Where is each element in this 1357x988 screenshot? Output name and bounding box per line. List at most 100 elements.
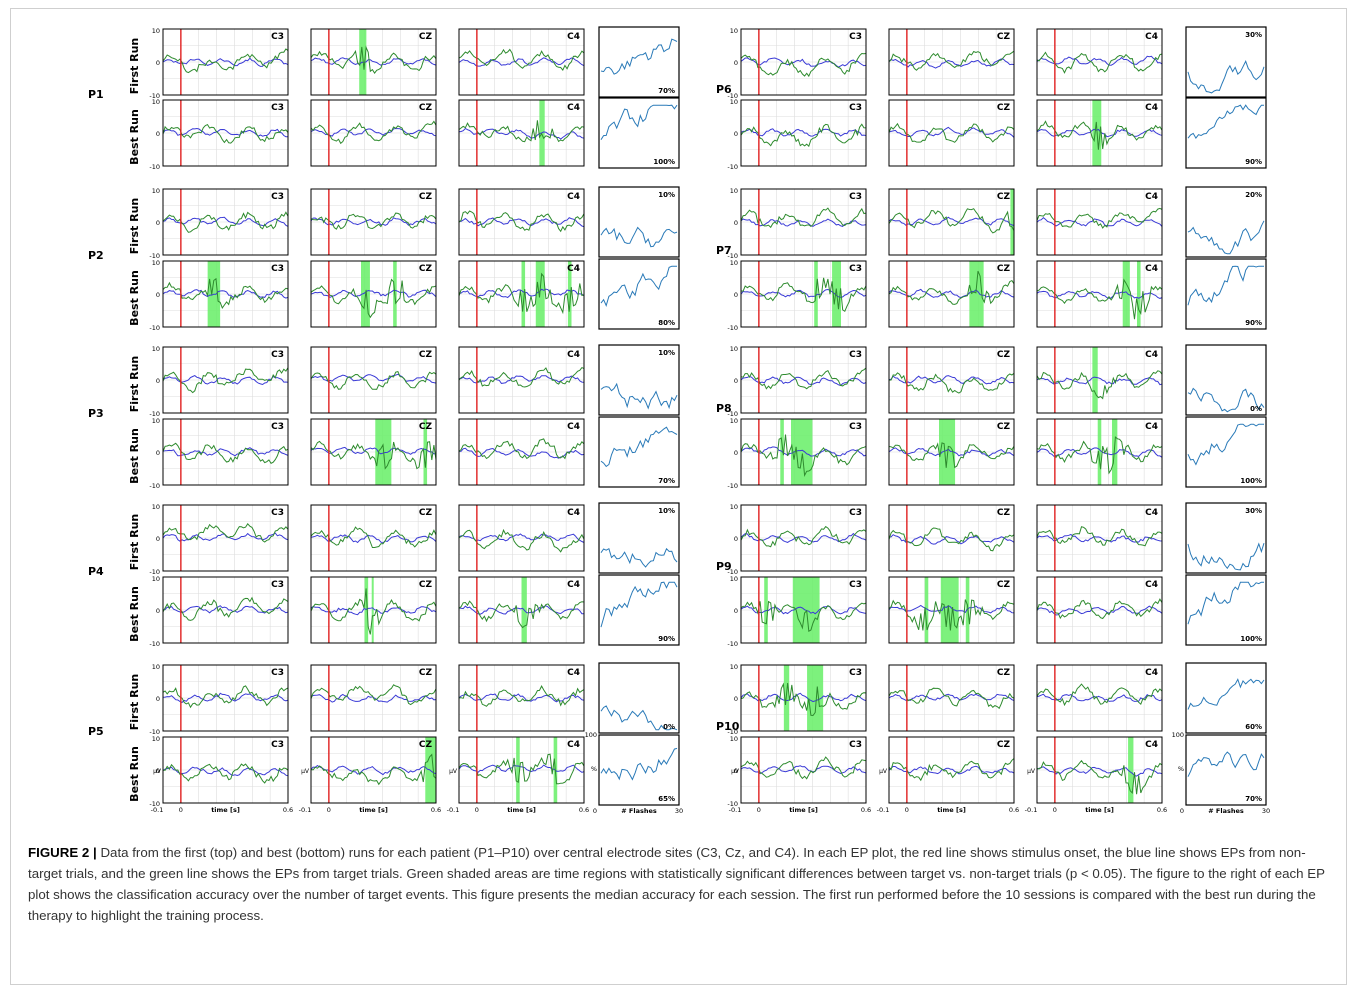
accuracy-curve (600, 581, 678, 628)
y-tick-label: 0 (734, 695, 738, 703)
panel-frame (1036, 664, 1163, 732)
accuracy-curve (1187, 265, 1264, 306)
target-trace (888, 687, 1015, 710)
target-trace (162, 763, 289, 784)
accuracy-value: 100% (653, 158, 675, 166)
accuracy-panel-p5-best: 65% 0 30 # Flashes 100% (585, 731, 684, 815)
y-tick-label: 0 (156, 449, 160, 457)
nontarget-trace (162, 766, 289, 777)
electrode-label: CZ (419, 668, 433, 678)
y-tick-label: -10 (149, 640, 160, 648)
run-label-best: Best Run (128, 270, 141, 326)
panel-frame (162, 99, 289, 167)
nontarget-trace (1036, 533, 1163, 543)
ep-panel-p6-best-c4: C4 (1036, 99, 1163, 167)
nontarget-trace (1036, 217, 1163, 227)
panel-frame (1036, 504, 1163, 572)
target-trace (458, 366, 585, 388)
y-tick-label: -10 (727, 728, 738, 736)
y-tick-label: -10 (727, 640, 738, 648)
significant-region (1097, 419, 1102, 485)
ep-panel-p2-first-c4: C4 (458, 188, 585, 256)
y-tick-label: 0 (734, 59, 738, 67)
ep-panel-p5-first-cz: CZ (310, 664, 437, 732)
accuracy-curve (1187, 678, 1265, 710)
nontarget-trace (888, 693, 1015, 702)
run-label-best: Best Run (128, 109, 141, 165)
electrode-label: C3 (849, 740, 862, 750)
y-tick-label: -10 (727, 410, 738, 418)
nontarget-trace (162, 57, 289, 67)
electrode-label: C3 (271, 508, 284, 518)
y-tick-label: 10 (730, 503, 738, 511)
x-tick-label: 0.6 (861, 806, 871, 814)
run-label-first: First Run (128, 514, 141, 570)
accuracy-value: 10% (658, 507, 675, 515)
nontarget-trace (162, 289, 289, 299)
panel-frame (162, 188, 289, 256)
electrode-label: C4 (1145, 580, 1158, 590)
target-trace (1036, 683, 1163, 707)
y-tick-label: 10 (730, 98, 738, 106)
nontarget-trace (310, 373, 437, 384)
y-tick-label: 0 (734, 130, 738, 138)
target-trace (162, 442, 289, 464)
x-axis-label: time [s] (1085, 806, 1114, 814)
accuracy-panel-p3-best: 70% (598, 416, 680, 488)
nontarget-trace (310, 128, 437, 137)
target-trace (740, 600, 867, 633)
panel-frame (162, 664, 289, 732)
significant-region (924, 577, 929, 643)
nontarget-trace (458, 764, 585, 773)
nontarget-trace (458, 375, 585, 384)
accuracy-frame (1185, 416, 1267, 488)
target-trace (1036, 370, 1163, 400)
y-tick-label: -10 (149, 568, 160, 576)
electrode-label: C3 (271, 103, 284, 113)
electrode-label: CZ (419, 422, 433, 432)
target-trace (888, 208, 1015, 234)
panel-frame (162, 576, 289, 644)
y-tick-label: 0 (156, 59, 160, 67)
target-trace (310, 440, 437, 470)
accuracy-curve (600, 426, 678, 468)
ep-panel-p10-best-cz: CZ -0.1 0 0.6 time [s] (877, 736, 1019, 814)
nontarget-trace (740, 128, 867, 137)
nontarget-trace (458, 57, 585, 67)
patient-label-p1: P1 (88, 88, 104, 101)
electrode-label: C4 (1145, 264, 1158, 274)
run-label-first: First Run (128, 356, 141, 412)
electrode-label: C3 (849, 580, 862, 590)
accuracy-frame (598, 662, 680, 734)
nontarget-trace (740, 57, 867, 68)
x-tick-label: -0.1 (729, 806, 742, 814)
x-axis-label: # Flashes (621, 807, 657, 815)
target-trace (740, 123, 867, 148)
panel-frame (458, 346, 585, 414)
panel-frame (740, 346, 867, 414)
accuracy-value: 0% (1250, 405, 1262, 413)
panel-frame (888, 736, 1015, 804)
x-tick-label: -0.1 (1025, 806, 1038, 814)
panel-frame (458, 99, 585, 167)
panel-frame (740, 28, 867, 96)
accuracy-value: 0% (663, 723, 675, 731)
accuracy-panel-p6-best: 90% (1185, 97, 1267, 169)
accuracy-frame (1185, 26, 1267, 98)
target-trace (740, 367, 867, 390)
nontarget-trace (310, 534, 437, 544)
accuracy-curve (600, 382, 678, 410)
electrode-label: CZ (419, 264, 433, 274)
ep-panel-p9-best-c4: C4 (1036, 576, 1163, 644)
accuracy-frame (1185, 258, 1267, 330)
figure-caption: FIGURE 2 | Data from the first (top) and… (28, 842, 1328, 926)
accuracy-curve (600, 104, 678, 140)
significant-region (423, 419, 428, 485)
nontarget-trace (310, 765, 437, 776)
target-trace (458, 438, 585, 460)
patient-label-p3: P3 (88, 407, 104, 420)
significant-region (371, 577, 374, 643)
target-trace (162, 367, 289, 394)
ep-panel-p8-best-c4: C4 (1036, 418, 1163, 486)
panel-frame (1036, 260, 1163, 328)
